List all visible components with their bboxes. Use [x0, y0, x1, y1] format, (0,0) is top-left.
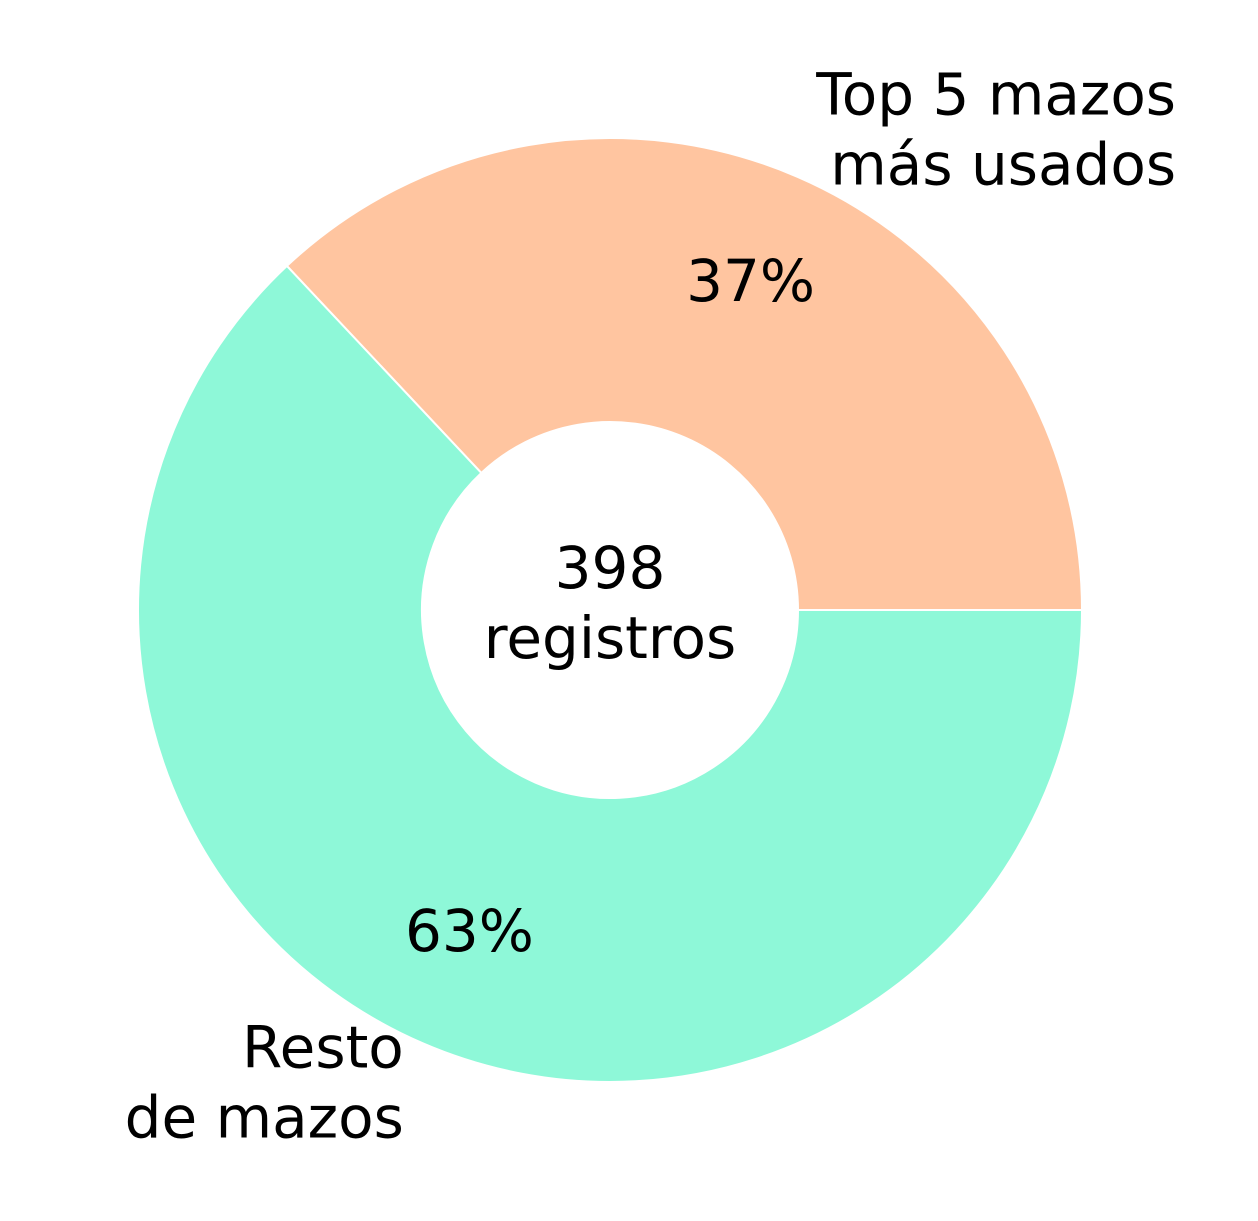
slice-label-line: Top 5 mazos — [815, 61, 1176, 129]
donut-slice — [137, 264, 1084, 1083]
slice-label-line: Resto — [242, 1014, 404, 1082]
center-label: registros — [484, 604, 736, 672]
value-label: 37% — [686, 247, 815, 315]
center-total: 398 — [555, 534, 666, 602]
value-label: 63% — [405, 897, 534, 965]
slice-label-line: de mazos — [125, 1084, 404, 1152]
donut-slice — [285, 137, 1084, 611]
slice-label-line: más usados — [830, 131, 1176, 199]
